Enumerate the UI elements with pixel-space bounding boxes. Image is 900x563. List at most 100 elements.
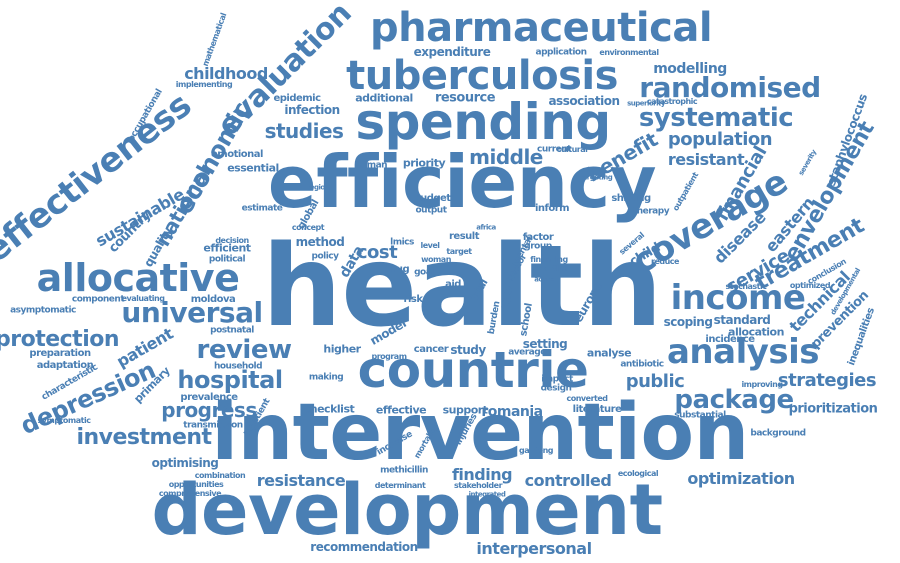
cloud-word: political — [208, 254, 246, 265]
cloud-word: development — [151, 469, 663, 551]
cloud-word: priority — [402, 156, 446, 170]
cloud-word: literature — [572, 404, 622, 415]
cloud-word: postnatal — [210, 325, 254, 336]
cloud-word: evaluating — [121, 294, 165, 303]
cloud-word: making — [308, 372, 344, 383]
cloud-word: allocation — [728, 325, 784, 339]
cloud-word: resistance — [256, 471, 346, 490]
cloud-word: hospital — [177, 366, 283, 394]
cloud-word: stochastic — [725, 282, 768, 291]
cloud-word: efficiency — [267, 140, 657, 224]
cloud-word: incidence — [705, 334, 755, 345]
cloud-word: systematic — [638, 103, 794, 133]
cloud-word: moldova — [190, 294, 236, 305]
cloud-word: application — [535, 47, 587, 58]
cloud-word: strategies — [777, 370, 877, 391]
cloud-word: therapy — [632, 206, 670, 217]
cloud-word: risk — [403, 294, 423, 305]
cloud-word: gauteng — [519, 446, 554, 455]
cloud-word: intervention — [211, 388, 749, 478]
cloud-word: progress — [161, 398, 257, 422]
cloud-word: asymptomatic — [10, 305, 76, 316]
cloud-word: human — [354, 160, 388, 171]
cloud-word: substantial — [674, 410, 726, 421]
cloud-word: support — [442, 403, 488, 417]
cloud-word: pharmaceutical — [369, 5, 713, 51]
cloud-word: epidemic — [273, 93, 321, 104]
cloud-word: implementing — [175, 80, 233, 89]
cloud-word: resource — [434, 90, 496, 106]
cloud-word: environmental — [599, 48, 659, 57]
cloud-word: method — [295, 235, 345, 249]
cloud-word: investment — [76, 425, 212, 450]
cloud-word: analyse — [586, 346, 632, 360]
cloud-word: standard — [713, 313, 771, 327]
cloud-word: catastrophic — [646, 97, 698, 106]
cloud-word: population — [667, 129, 773, 150]
cloud-word: estimate — [241, 203, 283, 214]
cloud-word: comprehensive — [158, 489, 222, 498]
cloud-word: prioritization — [788, 401, 878, 417]
cloud-word: lmics — [390, 237, 414, 248]
cloud-word: finding — [451, 465, 513, 484]
cloud-word: target — [446, 247, 472, 256]
cloud-word: concept — [291, 223, 325, 232]
cloud-word: effective — [375, 403, 427, 417]
cloud-word: spending — [355, 93, 611, 151]
cloud-word: stakeholder — [453, 481, 503, 490]
cloud-word: output — [415, 205, 447, 216]
cloud-word: analysis — [666, 332, 820, 372]
cloud-word: cultural — [556, 145, 588, 154]
cloud-word: allocative — [36, 256, 240, 300]
cloud-word: targeting — [579, 173, 613, 182]
cloud-word: background — [750, 428, 806, 439]
cloud-word: group — [524, 241, 552, 252]
cloud-word: cancer — [413, 344, 449, 355]
cloud-word: factor — [522, 232, 554, 243]
cloud-word: aid — [445, 279, 461, 290]
cloud-word: symptomatic — [37, 416, 91, 425]
cloud-word: higher — [323, 342, 361, 356]
cloud-word: optimising — [151, 456, 219, 470]
cloud-word: level — [420, 241, 440, 250]
cloud-word: combination — [194, 471, 246, 480]
cloud-word: financing — [530, 255, 568, 264]
cloud-word: efficient — [203, 241, 251, 255]
cloud-word: average — [508, 347, 546, 358]
cloud-word: shifting — [611, 193, 651, 204]
cloud-word: scoping — [663, 315, 713, 329]
cloud-word: determinant — [374, 481, 426, 490]
cloud-word: randomised — [639, 71, 821, 104]
cloud-word: romania — [481, 404, 543, 420]
cloud-word: protection — [0, 327, 120, 352]
cloud-word: superiority — [627, 99, 665, 108]
cloud-word: public — [625, 371, 685, 392]
cloud-word: middle — [469, 145, 543, 169]
cloud-word: methicillin — [380, 465, 428, 476]
cloud-word: current — [537, 144, 571, 155]
cloud-word: africa — [476, 223, 496, 232]
cloud-word: cost — [356, 242, 398, 263]
cloud-word: controlled — [524, 471, 612, 490]
cloud-word: package — [674, 385, 794, 415]
cloud-word: woman — [421, 255, 451, 264]
cloud-word: region — [306, 183, 330, 192]
cloud-word: acute — [534, 275, 554, 284]
cloud-word: association — [548, 94, 620, 108]
cloud-word: preparation — [29, 348, 91, 359]
cloud-word: improving — [741, 380, 783, 389]
cloud-word: setting — [522, 337, 568, 351]
cloud-word: essential — [227, 161, 279, 175]
cloud-word: reduce — [651, 257, 679, 266]
cloud-word: universal — [121, 296, 263, 329]
cloud-word: interpersonal — [476, 539, 592, 558]
cloud-word: severity — [797, 148, 819, 177]
cloud-word: studies — [264, 119, 344, 143]
cloud-word: tuberculosis — [346, 53, 618, 99]
cloud-word: impact — [541, 374, 573, 385]
cloud-word: review — [196, 335, 292, 365]
cloud-word: component — [71, 294, 125, 305]
cloud-word: optimization — [687, 469, 795, 488]
cloud-word: active — [543, 264, 569, 273]
cloud-word: policy — [311, 251, 340, 262]
